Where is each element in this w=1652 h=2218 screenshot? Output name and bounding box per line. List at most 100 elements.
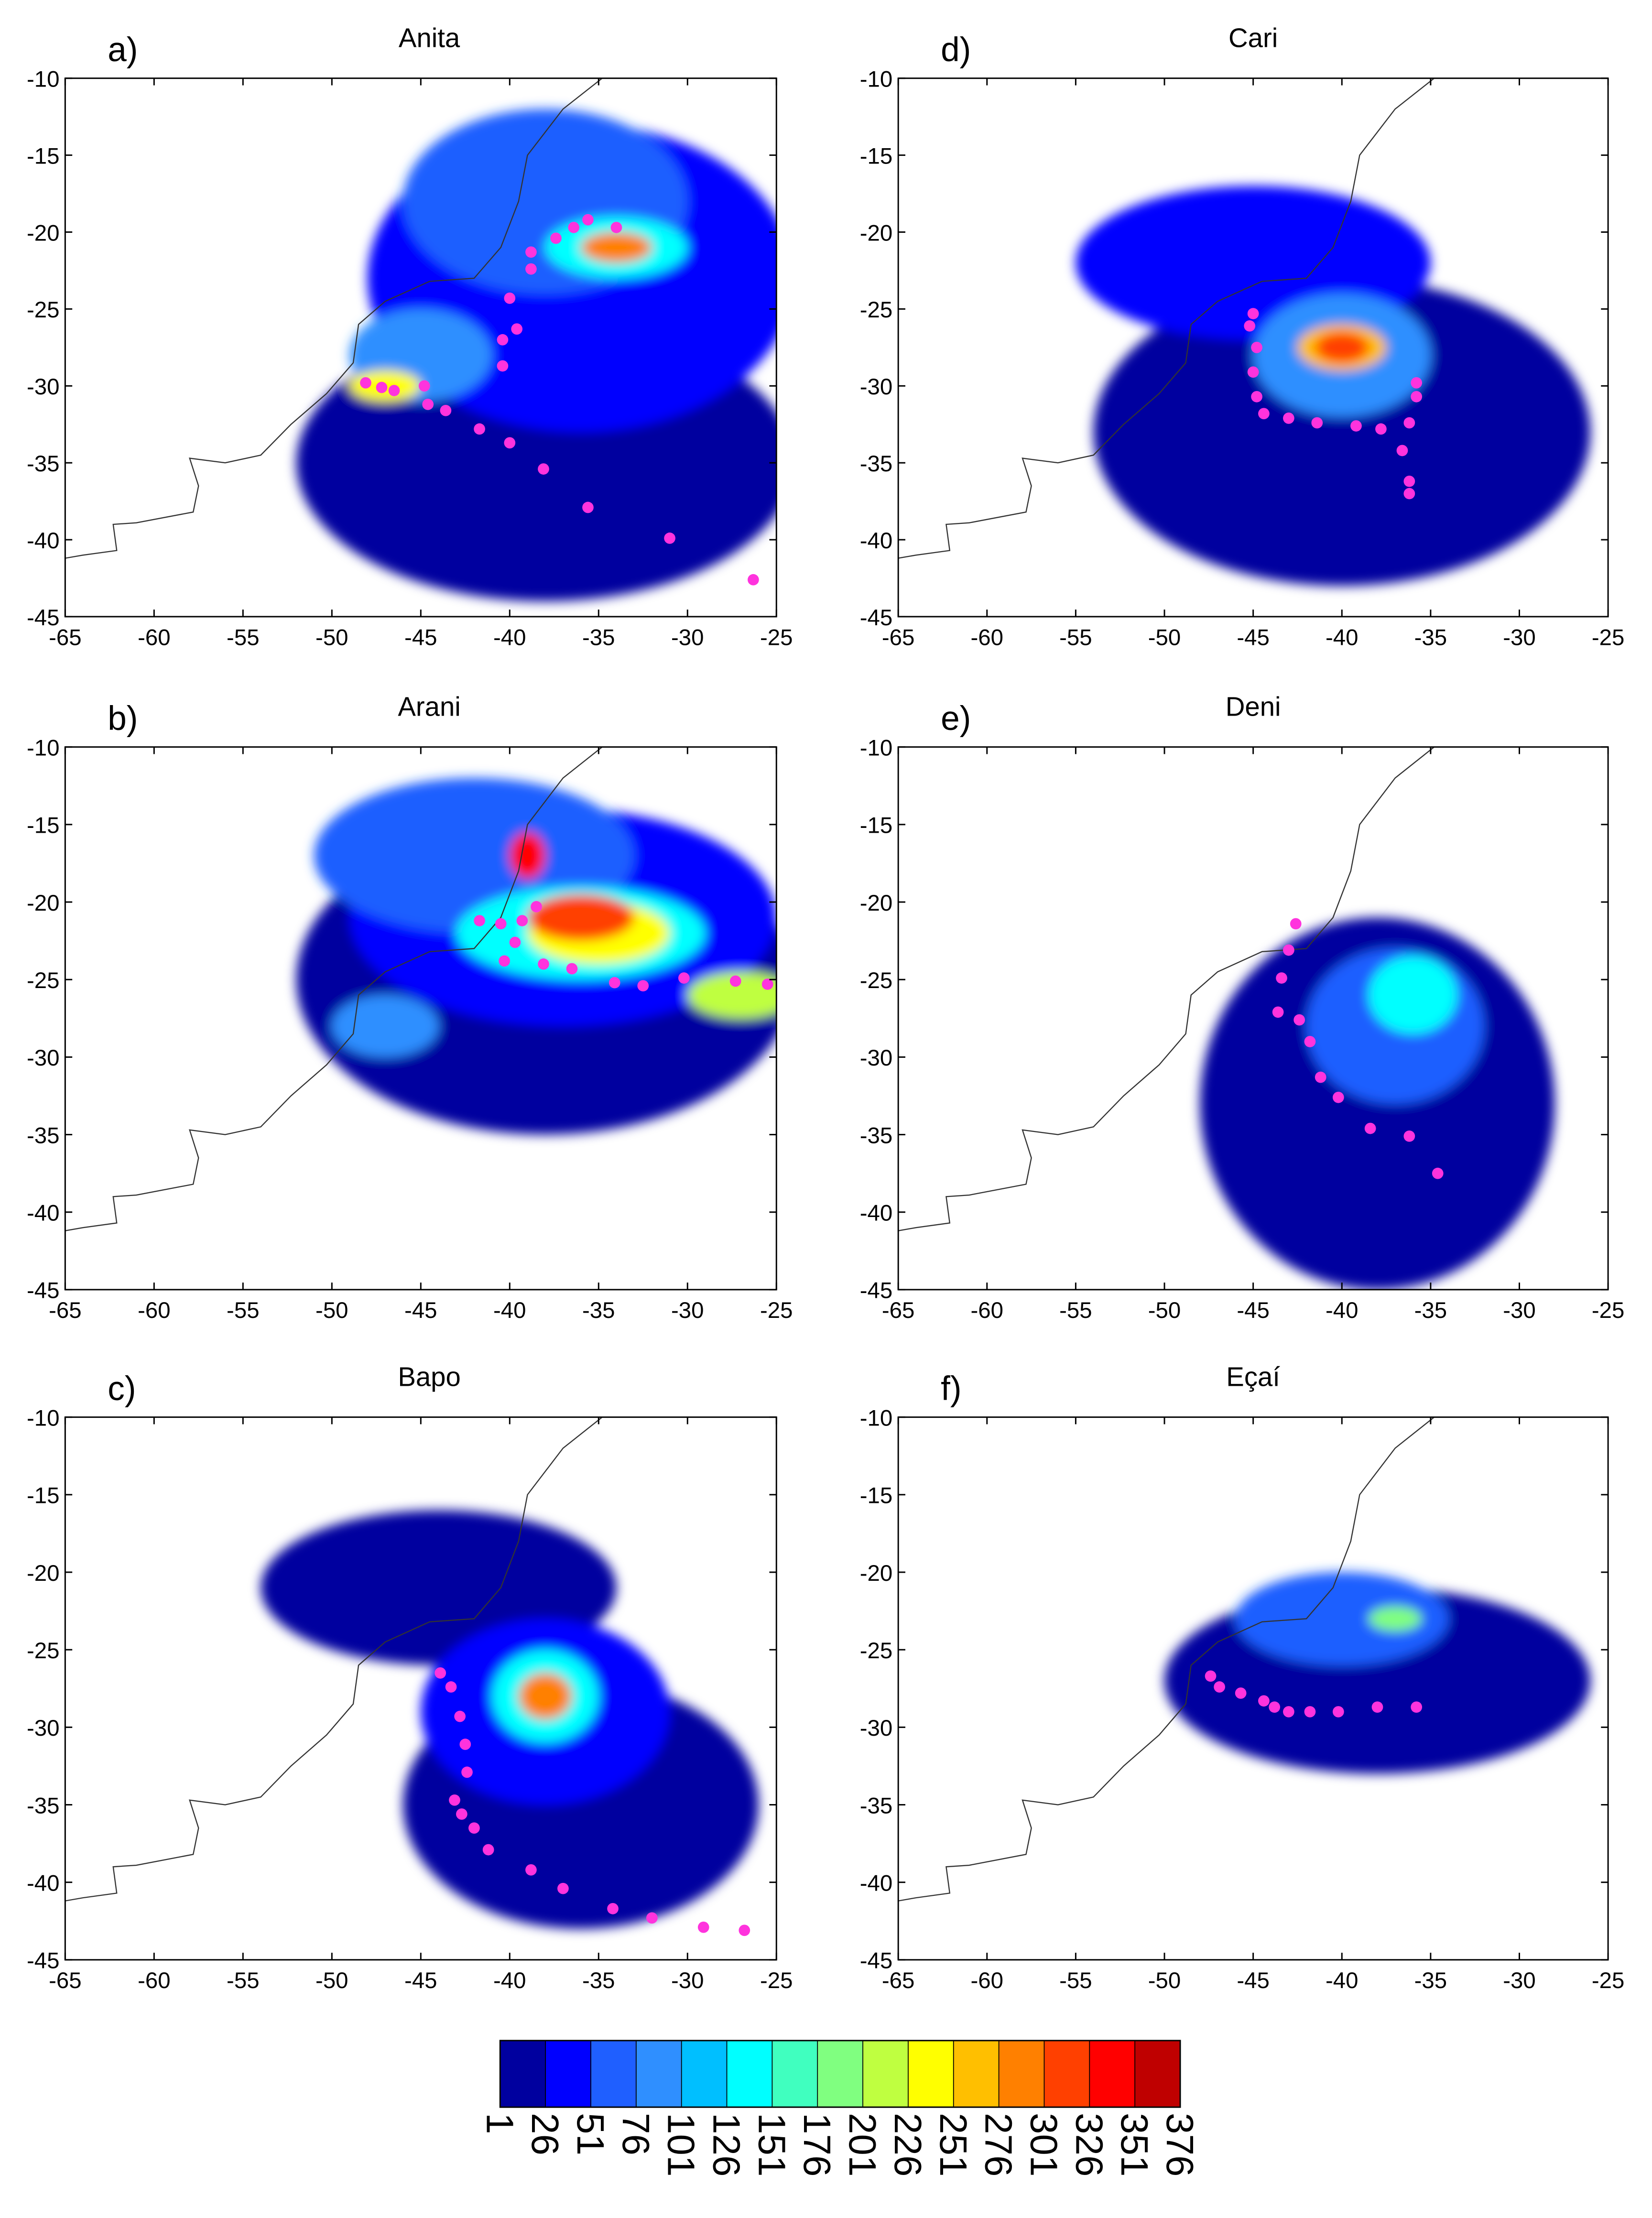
- coastline: [65, 78, 603, 559]
- colorbar-label: 276: [978, 2113, 1020, 2177]
- track-point: [607, 1903, 619, 1914]
- track-point: [445, 1681, 457, 1693]
- track-point: [582, 501, 594, 513]
- x-tick-label: -55: [227, 1968, 260, 1993]
- track-point: [748, 574, 759, 586]
- colorbar-label: 101: [660, 2113, 703, 2177]
- field-blob: [581, 232, 652, 263]
- coastline: [898, 1417, 1435, 1902]
- track-point: [1272, 1006, 1284, 1018]
- x-tick-label: -65: [49, 1968, 82, 1993]
- colorbar-swatch: [590, 2040, 636, 2108]
- x-tick-label: -55: [227, 625, 260, 650]
- precip-field: [898, 78, 1590, 586]
- x-tick-label: -65: [882, 625, 915, 650]
- colorbar-label: 376: [1159, 2113, 1201, 2177]
- field-blur: [296, 109, 777, 601]
- track-point: [525, 1864, 537, 1876]
- field-blob: [1315, 332, 1369, 363]
- x-tick-label: -35: [1414, 1968, 1447, 1993]
- track-point: [454, 1710, 466, 1722]
- y-tick-label: -30: [27, 1716, 60, 1741]
- track-point: [1258, 1695, 1270, 1707]
- x-tick-label: -65: [882, 1298, 915, 1323]
- colorbar-swatch: [727, 2040, 772, 2108]
- track-point: [1205, 1670, 1217, 1682]
- field-blob: [1368, 1606, 1422, 1631]
- track-point: [1432, 1167, 1444, 1179]
- y-tick-label: -20: [27, 891, 60, 916]
- track-point: [538, 958, 549, 970]
- x-tick-label: -65: [882, 1968, 915, 1993]
- x-tick-label: -65: [49, 1298, 82, 1323]
- y-tick-label: -10: [860, 735, 893, 761]
- colorbar-swatch: [817, 2040, 863, 2108]
- colorbar-label: 301: [1022, 2113, 1065, 2177]
- x-tick-label: -30: [1503, 1298, 1536, 1323]
- x-tick-label: -25: [760, 1298, 793, 1323]
- y-tick-label: -25: [860, 1638, 893, 1664]
- y-tick-label: -10: [27, 66, 60, 92]
- track-point: [1251, 391, 1262, 402]
- y-tick-label: -25: [27, 968, 60, 993]
- map-panel: -65 -60 -55 -50 -45 -40 -35 -30 -25 -10 -15 -20 -25 -…: [860, 22, 1625, 650]
- y-tick-label: -45: [860, 605, 893, 631]
- track-point: [538, 463, 549, 475]
- colorbar-label: 351: [1113, 2113, 1156, 2177]
- y-tick-label: -35: [860, 1123, 893, 1148]
- track-point: [504, 437, 516, 449]
- track-point: [1403, 488, 1415, 500]
- y-tick-label: -10: [860, 66, 893, 92]
- y-tick-label: -15: [27, 143, 60, 169]
- y-tick-label: -35: [860, 1793, 893, 1818]
- colorbar-label: 251: [932, 2113, 975, 2177]
- y-tick-label: -30: [27, 1045, 60, 1071]
- track-point: [509, 936, 521, 948]
- track-point: [461, 1766, 473, 1778]
- panel-label: a): [108, 31, 138, 69]
- y-tick-label: -15: [27, 1483, 60, 1509]
- field-blob: [518, 1673, 572, 1720]
- y-tick-label: -25: [860, 297, 893, 323]
- track-point: [1214, 1681, 1225, 1693]
- precip-field: [898, 747, 1555, 1290]
- track-point: [459, 1739, 471, 1750]
- colorbar-label: 176: [796, 2113, 838, 2177]
- field-blob: [1093, 278, 1590, 586]
- track-point: [482, 1844, 494, 1856]
- track-point: [388, 385, 400, 396]
- colorbar-swatch: [999, 2040, 1044, 2108]
- track-point: [1411, 391, 1423, 402]
- track-point: [1276, 972, 1287, 984]
- x-tick-label: -55: [227, 1298, 260, 1323]
- track-point: [1364, 1122, 1376, 1134]
- x-tick-label: -40: [1326, 1968, 1359, 1993]
- track-point: [1396, 445, 1408, 457]
- colorbar-swatch: [1044, 2040, 1090, 2108]
- track-point: [1411, 377, 1423, 389]
- y-tick-label: -45: [27, 1948, 60, 1974]
- track-point: [761, 979, 773, 990]
- colorbar-swatch: [1089, 2040, 1135, 2108]
- track-point: [637, 980, 649, 992]
- y-tick-label: -20: [860, 1561, 893, 1586]
- track-point: [557, 1882, 569, 1894]
- colorbar-swatch: [1135, 2040, 1180, 2108]
- track-point: [1251, 342, 1262, 353]
- y-tick-label: -30: [860, 1716, 893, 1741]
- track-point: [474, 423, 485, 435]
- y-tick-label: -45: [27, 1278, 60, 1304]
- y-tick-label: -40: [27, 528, 60, 554]
- y-tick-label: -40: [860, 1870, 893, 1896]
- track-point: [511, 323, 523, 335]
- y-tick-label: -25: [860, 968, 893, 993]
- x-tick-label: -55: [1059, 1298, 1092, 1323]
- y-tick-label: -30: [27, 374, 60, 400]
- panel-label: e): [941, 700, 971, 738]
- colorbar-swatch: [545, 2040, 591, 2108]
- track-point: [1247, 308, 1259, 319]
- colorbar-swatch: [908, 2040, 954, 2108]
- x-tick-label: -25: [1592, 1968, 1625, 1993]
